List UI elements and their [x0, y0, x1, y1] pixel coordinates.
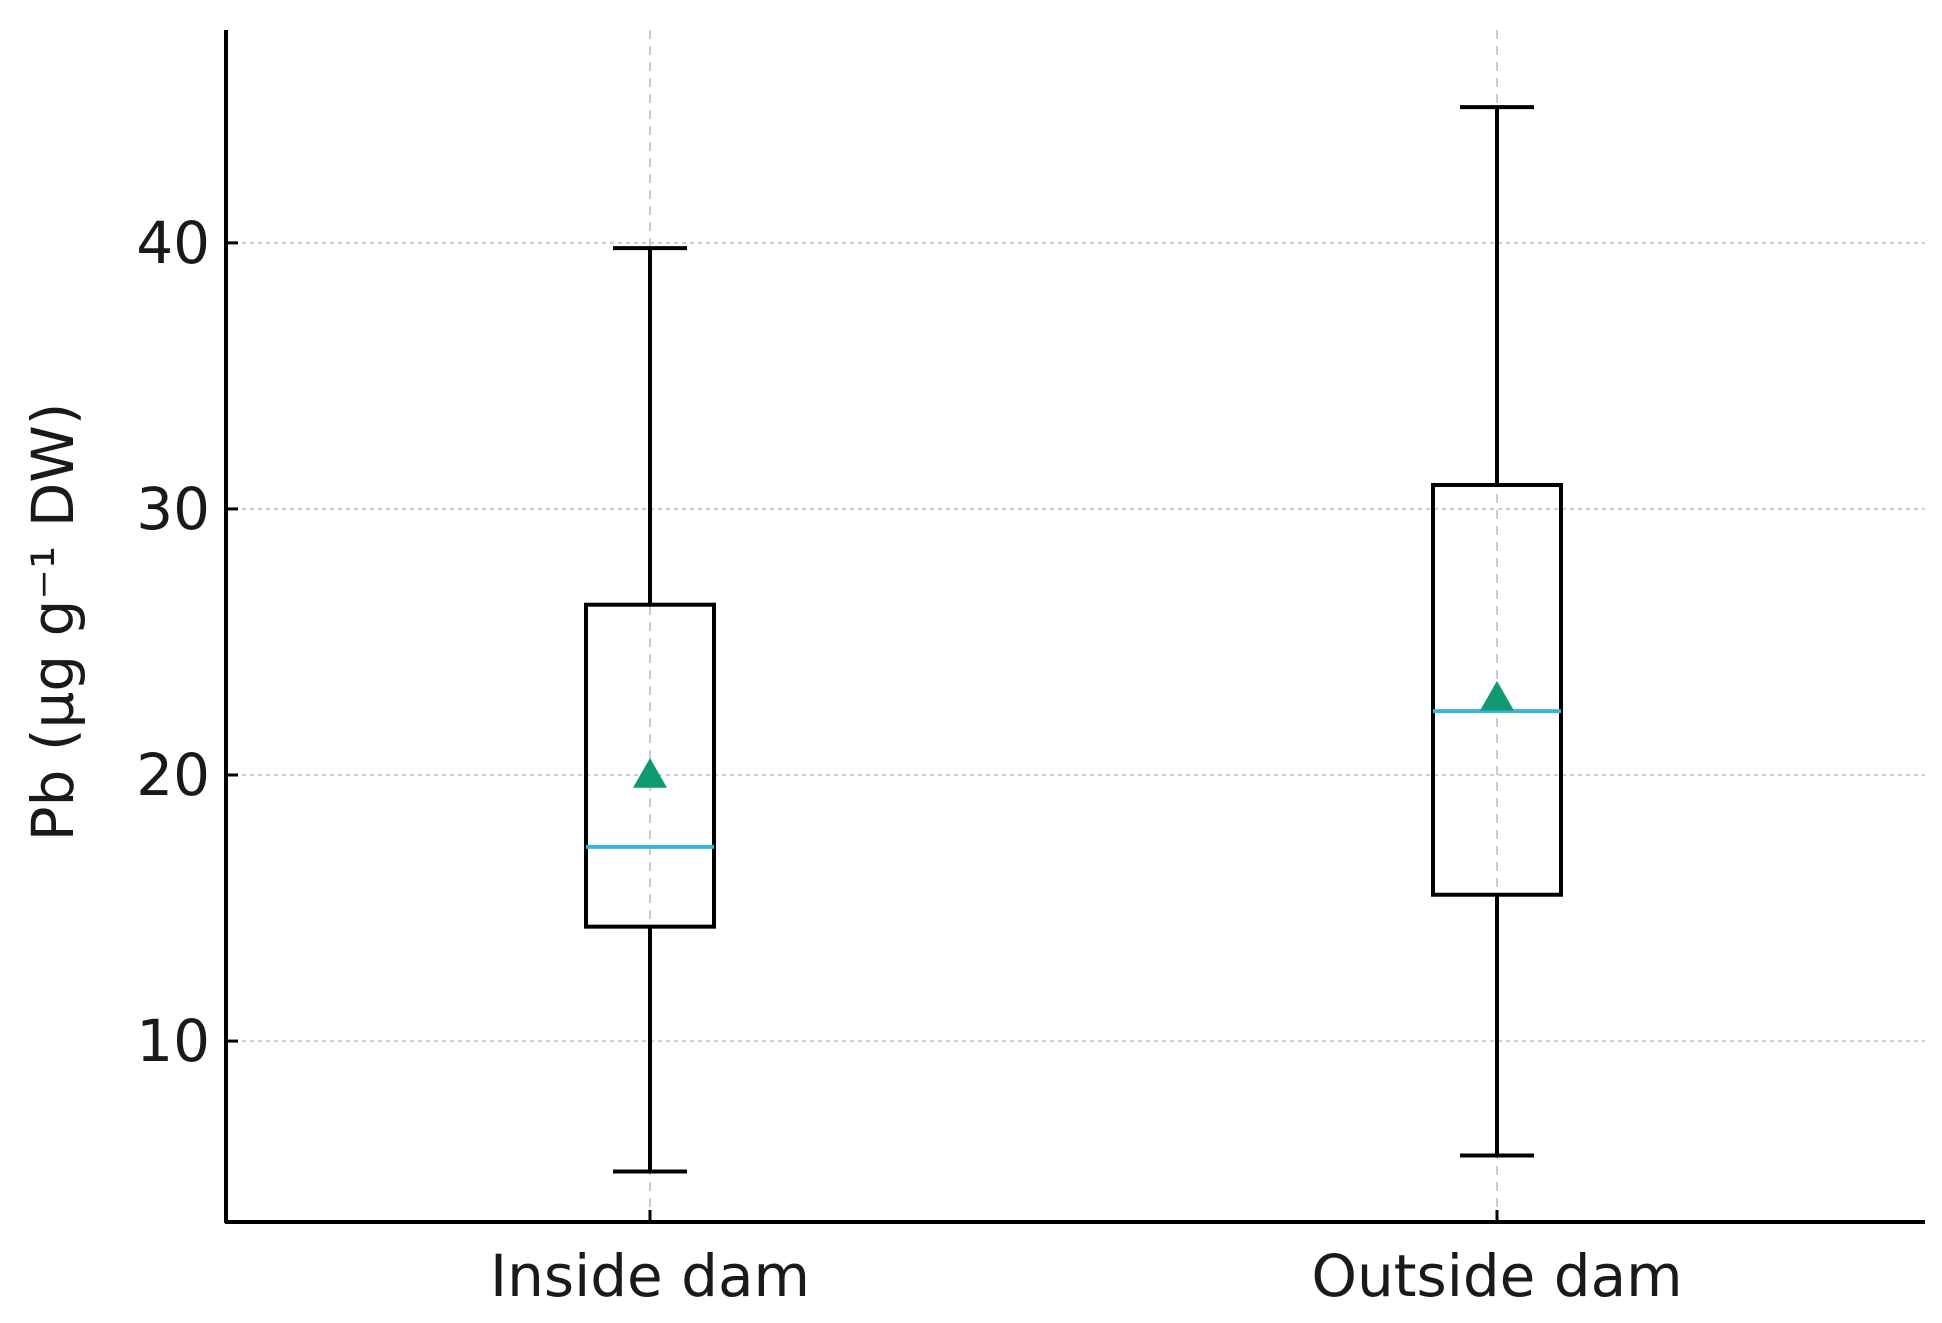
iqr-box	[1431, 482, 1563, 897]
y-tick-label: 10	[136, 1007, 210, 1075]
x-tick-label: Outside dam	[1311, 1242, 1682, 1310]
box-layer	[584, 105, 1563, 1174]
y-tick-label: 20	[136, 741, 210, 809]
grid-layer	[226, 30, 1925, 1222]
y-tick-label: 30	[136, 475, 210, 543]
x-tick-label: Inside dam	[490, 1242, 810, 1310]
iqr-box	[584, 602, 716, 929]
y-axis-label: Pb (µg g⁻¹ DW)	[19, 403, 87, 842]
mean-marker	[633, 758, 667, 788]
axis-layer: 10 20 30 40 Inside dam Outside dam	[136, 30, 1925, 1310]
mean-marker	[1480, 680, 1514, 711]
y-tick-label: 40	[136, 209, 210, 277]
